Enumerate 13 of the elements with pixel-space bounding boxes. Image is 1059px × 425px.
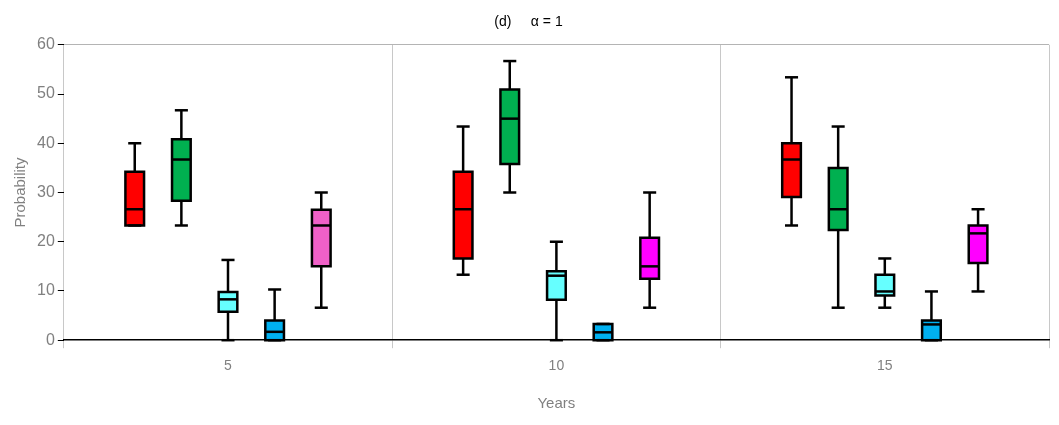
y-tick-label: 40: [37, 133, 55, 151]
y-axis-title: Probability: [11, 156, 29, 228]
x-axis-title: Years: [537, 394, 576, 412]
y-tick-label: 30: [37, 182, 55, 200]
chart-title: (d) α = 1: [494, 13, 563, 30]
y-tick-label: 20: [37, 232, 55, 250]
y-tick-label: 10: [37, 281, 55, 299]
x-tick-label: 5: [224, 357, 233, 374]
y-tick-label: 60: [37, 35, 55, 53]
y-tick-label: 0: [45, 330, 55, 348]
x-tick-label: 10: [548, 357, 565, 374]
x-tick-label: 15: [877, 357, 893, 374]
y-tick-label: 50: [37, 84, 55, 102]
